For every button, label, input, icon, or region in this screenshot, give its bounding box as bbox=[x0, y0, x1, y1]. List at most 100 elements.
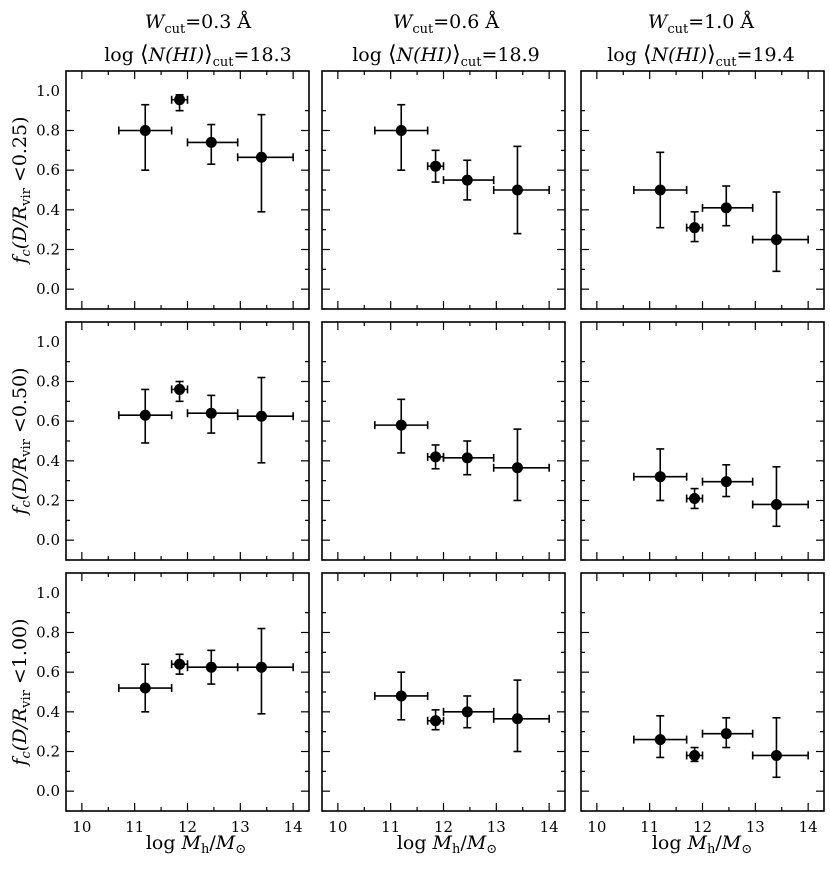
data-point bbox=[633, 714, 688, 759]
n-body: N(HI) bbox=[396, 44, 453, 66]
y-tick-label: 1.0 bbox=[36, 82, 60, 100]
n-body: N(HI) bbox=[148, 44, 205, 66]
data-point bbox=[442, 440, 495, 476]
x-axis-title: log Mh/M⊙ bbox=[146, 832, 246, 857]
data-marker bbox=[139, 682, 151, 694]
data-point bbox=[374, 398, 429, 454]
w-symbol: W bbox=[393, 11, 414, 33]
ylabel-mid: (D/R bbox=[9, 708, 31, 751]
panel-frame bbox=[65, 70, 310, 310]
data-point bbox=[685, 211, 704, 243]
data-marker bbox=[174, 383, 186, 395]
data-point bbox=[701, 185, 754, 227]
data-point bbox=[751, 716, 809, 779]
n-prefix: log bbox=[104, 44, 140, 66]
data-point bbox=[492, 679, 550, 753]
ylabel-f-sub: c bbox=[19, 500, 34, 508]
data-point bbox=[492, 145, 550, 235]
w-sub: cut bbox=[412, 22, 434, 37]
w-sub: cut bbox=[164, 22, 186, 37]
data-point bbox=[186, 123, 239, 166]
panel-r0-c0: 0.0 0.2 0.4 0.6 0.8 1.0 bbox=[36, 70, 310, 310]
x-axis-title: log Mh/M⊙ bbox=[652, 832, 752, 857]
y-tick-label: 0.0 bbox=[36, 280, 60, 298]
ylabel-mid-sub: vir bbox=[19, 187, 34, 207]
data-marker bbox=[205, 407, 217, 419]
y-tick-label: 0.6 bbox=[36, 161, 60, 179]
y-tick-label: 0.6 bbox=[36, 663, 60, 681]
n-body: N(HI) bbox=[651, 44, 708, 66]
data-marker bbox=[430, 451, 442, 463]
xlabel-m-sub: h bbox=[452, 842, 461, 857]
data-point bbox=[170, 380, 189, 403]
n-close: ⟩ bbox=[204, 42, 213, 67]
x-tick-label: 12 bbox=[434, 818, 453, 836]
data-point bbox=[374, 671, 429, 721]
data-point bbox=[633, 448, 688, 502]
x-tick-label: 13 bbox=[487, 818, 506, 836]
n-prefix: log bbox=[607, 44, 643, 66]
x-tick-label: 10 bbox=[72, 818, 91, 836]
data-marker bbox=[174, 658, 186, 670]
n-value: =19.4 bbox=[737, 44, 795, 66]
data-marker bbox=[430, 160, 442, 172]
n-prefix: log bbox=[352, 44, 388, 66]
data-marker bbox=[511, 184, 523, 196]
data-marker bbox=[689, 222, 701, 234]
panel-r0-c2 bbox=[580, 70, 825, 310]
data-point bbox=[170, 94, 189, 112]
data-marker bbox=[395, 125, 407, 136]
ylabel-mid: (D/R bbox=[9, 206, 31, 249]
data-marker bbox=[689, 493, 701, 505]
data-marker bbox=[770, 498, 782, 510]
col-title-n: log ⟨N(HI)⟩cut=19.4 bbox=[607, 42, 795, 70]
data-point bbox=[186, 649, 239, 685]
xlabel-log: log bbox=[397, 832, 433, 854]
panel-r1-c1 bbox=[321, 321, 566, 561]
y-tick-label: 1.0 bbox=[36, 584, 60, 602]
xlabel-m2-sub: ⊙ bbox=[235, 842, 246, 857]
xlabel-m2: M bbox=[466, 832, 487, 854]
ylabel-post: <0.50) bbox=[9, 367, 31, 439]
x-tick-label: 14 bbox=[284, 818, 303, 836]
x-tick-label: 12 bbox=[178, 818, 197, 836]
x-tick-label: 13 bbox=[746, 818, 765, 836]
data-marker bbox=[461, 452, 473, 464]
xlabel-m: M bbox=[432, 832, 453, 854]
data-point bbox=[186, 394, 239, 434]
y-tick-label: 0.0 bbox=[36, 782, 60, 800]
w-value: =0.3 Å bbox=[185, 11, 251, 33]
data-marker bbox=[174, 94, 186, 106]
y-tick-label: 0.2 bbox=[36, 241, 60, 259]
xlabel-slash: / bbox=[209, 832, 216, 854]
col-title-w: Wcut=0.3 Å bbox=[145, 11, 252, 37]
col-title-n: log ⟨N(HI)⟩cut=18.9 bbox=[352, 42, 540, 70]
y-tick-label: 0.8 bbox=[36, 624, 60, 642]
w-sub: cut bbox=[667, 22, 689, 37]
panel-r1-c2 bbox=[580, 321, 825, 561]
data-point bbox=[118, 663, 173, 713]
n-sub: cut bbox=[716, 55, 738, 70]
col-title-w: Wcut=1.0 Å bbox=[648, 11, 755, 37]
n-sub: cut bbox=[213, 55, 235, 70]
panel-frame bbox=[321, 572, 566, 812]
row-ylabel: fc(D/Rvir <0.50) bbox=[9, 367, 34, 516]
panel-frame bbox=[580, 321, 825, 561]
xlabel-m: M bbox=[687, 832, 708, 854]
x-axis-title: log Mh/M⊙ bbox=[397, 832, 497, 857]
panel-r0-c1 bbox=[321, 70, 566, 310]
y-tick-label: 0.2 bbox=[36, 492, 60, 510]
data-marker bbox=[720, 728, 732, 740]
y-tick-label: 1.0 bbox=[36, 333, 60, 351]
data-marker bbox=[720, 202, 732, 214]
y-tick-label: 0.0 bbox=[36, 531, 60, 549]
ylabel-f: f bbox=[9, 505, 31, 517]
data-marker bbox=[770, 234, 782, 246]
y-tick-label: 0.8 bbox=[36, 122, 60, 140]
data-marker bbox=[395, 690, 407, 702]
column-titles: Wcut=0.3 Å log ⟨N(HI)⟩cut=18.3 Wcut=0.6 … bbox=[104, 11, 795, 70]
w-symbol: W bbox=[648, 11, 669, 33]
xlabel-m-sub: h bbox=[201, 842, 210, 857]
data-marker bbox=[461, 706, 473, 718]
x-tick-label: 11 bbox=[125, 818, 144, 836]
